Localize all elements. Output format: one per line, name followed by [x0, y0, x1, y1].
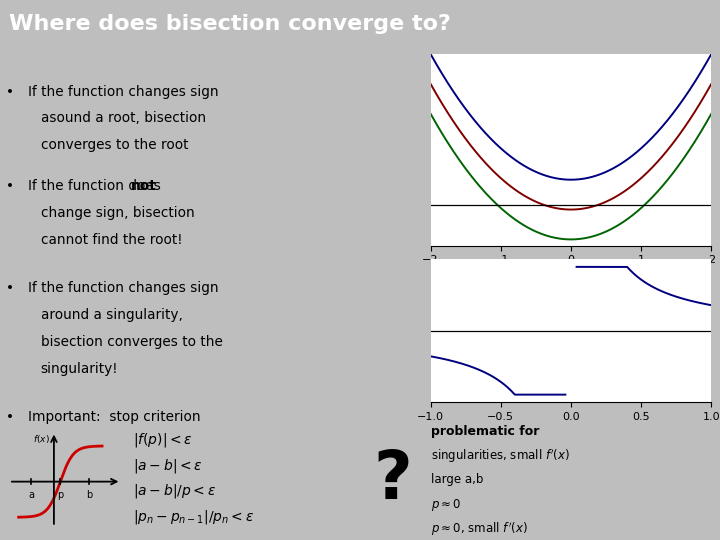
Text: singularity!: singularity!	[41, 362, 118, 376]
Text: around a singularity,: around a singularity,	[41, 308, 183, 322]
Text: $p\approx 0$, small $f'(x)$: $p\approx 0$, small $f'(x)$	[431, 521, 528, 538]
Text: converges to the root: converges to the root	[41, 138, 188, 152]
Text: problematic for: problematic for	[431, 425, 540, 438]
Text: Important:  stop criterion: Important: stop criterion	[28, 410, 200, 424]
Text: a: a	[29, 490, 35, 500]
Text: singularities, small $f'(x)$: singularities, small $f'(x)$	[431, 447, 570, 465]
Text: •: •	[6, 84, 14, 98]
Text: $| f(p) | < \varepsilon$: $| f(p) | < \varepsilon$	[133, 431, 193, 449]
Text: asound a root, bisection: asound a root, bisection	[41, 111, 206, 125]
Text: If the function does: If the function does	[28, 179, 165, 193]
Text: $f(x)$: $f(x)$	[33, 433, 50, 445]
Text: $| a - b | / p < \varepsilon$: $| a - b | / p < \varepsilon$	[133, 482, 217, 501]
Text: not: not	[131, 179, 157, 193]
Text: •: •	[6, 281, 14, 295]
Text: If the function changes sign: If the function changes sign	[28, 281, 218, 295]
Text: bisection converges to the: bisection converges to the	[41, 335, 222, 349]
Text: b: b	[86, 490, 92, 500]
Text: Where does bisection converge to?: Where does bisection converge to?	[9, 14, 451, 34]
Text: change sign, bisection: change sign, bisection	[41, 206, 194, 220]
Text: If the function changes sign: If the function changes sign	[28, 84, 218, 98]
Text: large a,b: large a,b	[431, 474, 484, 487]
Text: $| a - b | < \varepsilon$: $| a - b | < \varepsilon$	[133, 457, 203, 475]
Text: •: •	[6, 410, 14, 424]
Text: cannot find the root!: cannot find the root!	[41, 233, 182, 247]
Text: •: •	[6, 179, 14, 193]
Text: p: p	[57, 490, 63, 500]
Text: $| p_n - p_{n-1} | / p_n < \varepsilon$: $| p_n - p_{n-1} | / p_n < \varepsilon$	[133, 508, 254, 526]
Text: $p\approx 0$: $p\approx 0$	[431, 497, 462, 513]
Text: ?: ?	[373, 447, 412, 513]
